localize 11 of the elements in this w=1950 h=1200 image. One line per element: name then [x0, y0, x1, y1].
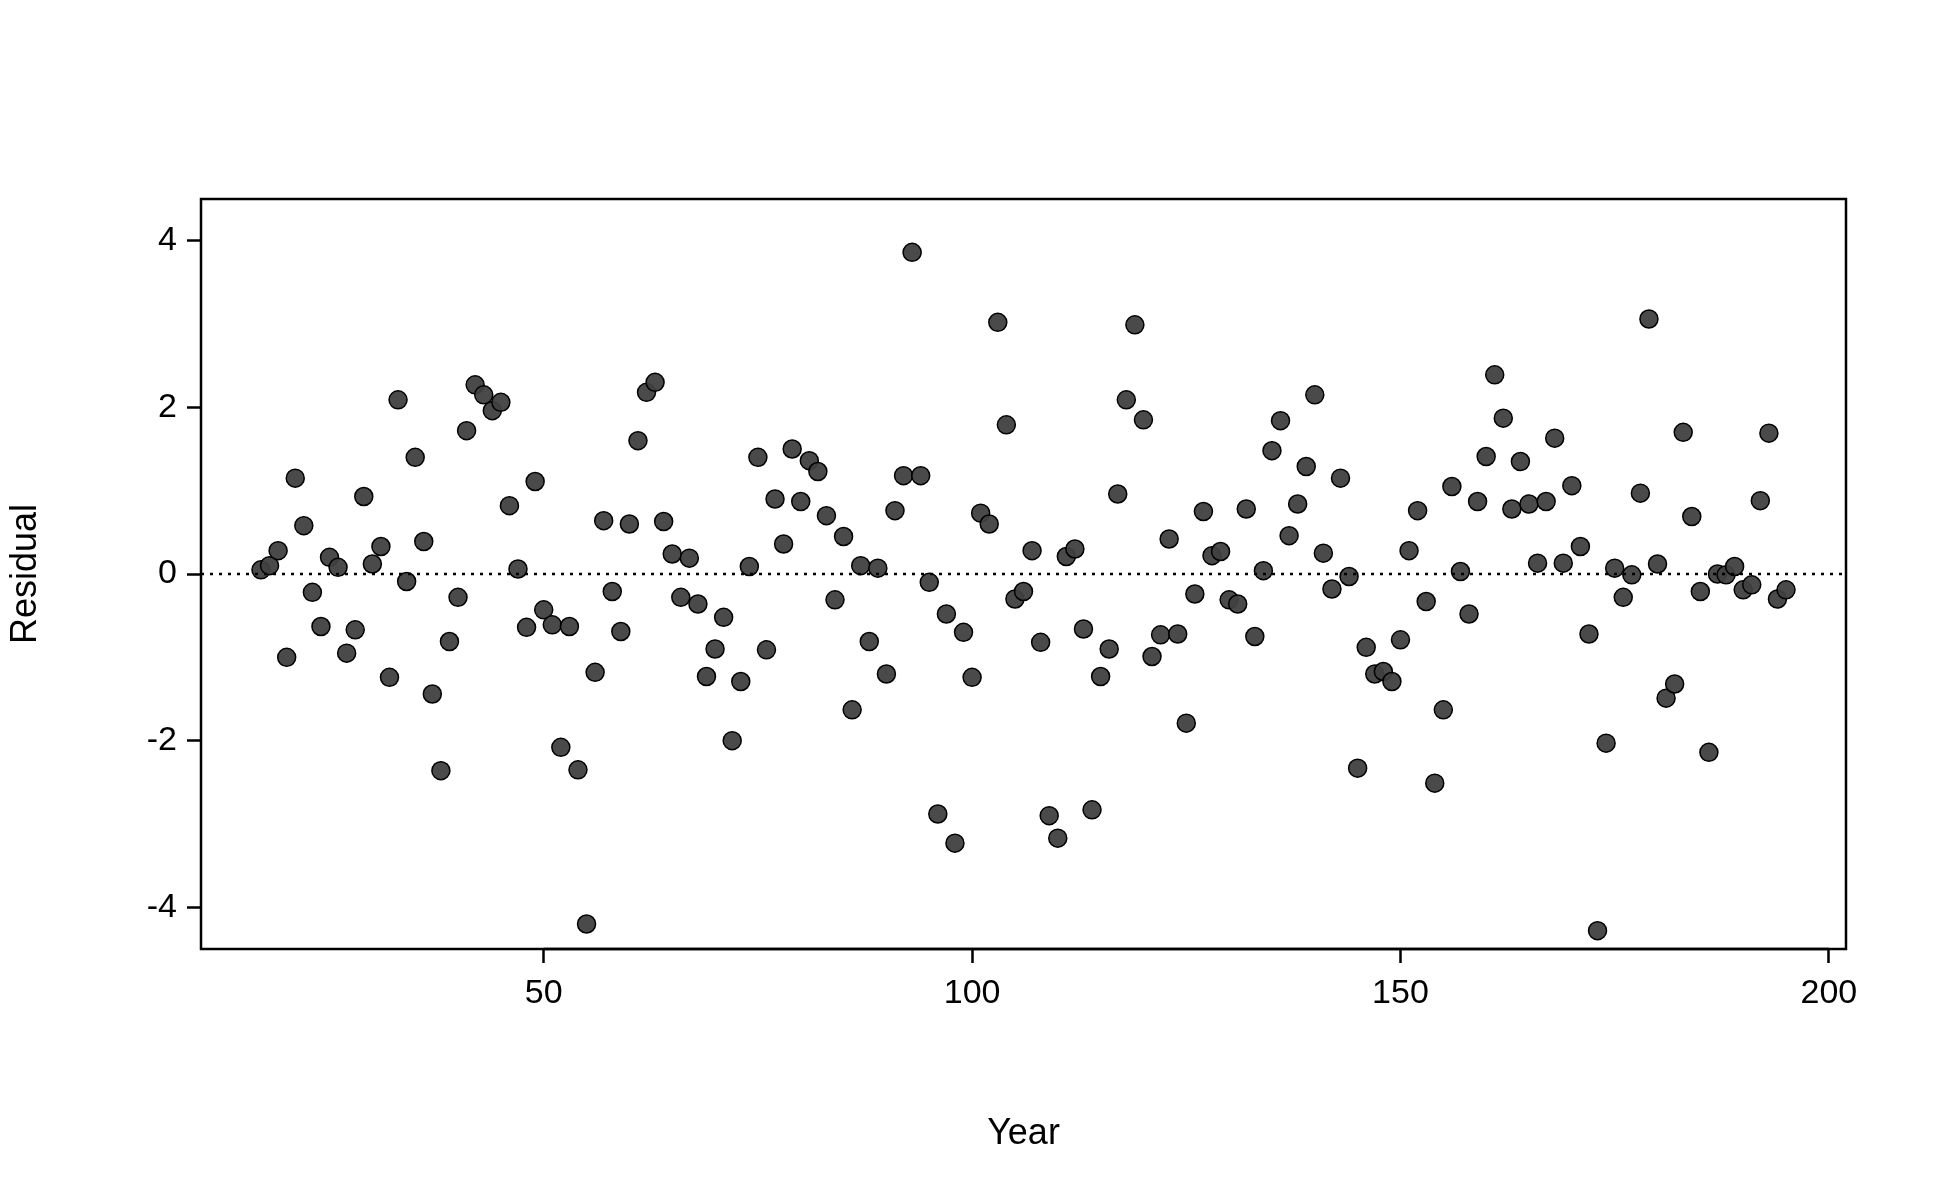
- y-tick-label: -2: [146, 719, 177, 758]
- x-tick-label: 200: [1800, 971, 1858, 1010]
- y-tick-label: 4: [158, 219, 177, 258]
- x-tick-label: 150: [1372, 971, 1429, 1010]
- y-tick-label: 2: [158, 385, 177, 424]
- y-tick-label: -4: [146, 885, 177, 924]
- x-axis-title: Year: [987, 1111, 1060, 1153]
- y-axis-title: Residual: [2, 503, 44, 645]
- x-tick-label: 100: [943, 971, 1001, 1010]
- y-tick-label: 0: [158, 552, 177, 591]
- x-tick-label: 50: [524, 971, 563, 1010]
